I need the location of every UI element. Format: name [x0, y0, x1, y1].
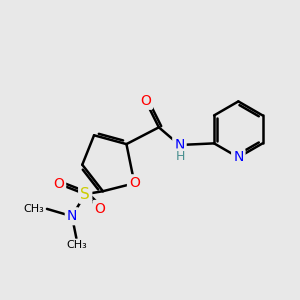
- Text: O: O: [129, 176, 140, 190]
- Text: CH₃: CH₃: [23, 204, 44, 214]
- Text: N: N: [67, 209, 77, 223]
- Text: N: N: [174, 138, 184, 152]
- Text: N: N: [233, 150, 244, 164]
- Text: O: O: [53, 177, 64, 191]
- Text: S: S: [80, 187, 90, 202]
- Text: O: O: [140, 94, 151, 108]
- Text: H: H: [176, 150, 185, 163]
- Text: CH₃: CH₃: [66, 240, 87, 250]
- Text: O: O: [94, 202, 105, 216]
